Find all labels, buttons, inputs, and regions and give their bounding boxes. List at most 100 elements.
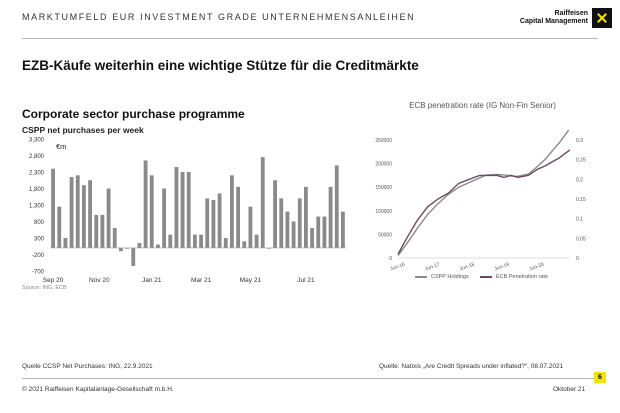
bar <box>51 168 55 248</box>
bar <box>328 186 333 248</box>
page-number: 6 <box>594 372 606 383</box>
bar <box>69 176 74 248</box>
y-left-tick-label: 150000 <box>375 185 392 191</box>
legend-ecb: ECB Penetration rate <box>480 274 548 280</box>
y-tick-label: 300 <box>34 237 45 243</box>
x-tick-label: Jul 21 <box>297 277 315 284</box>
header-bar: MARKTUMFELD EUR INVESTMENT GRADE UNTERNE… <box>0 0 620 40</box>
bar <box>112 228 117 248</box>
bar <box>193 234 197 248</box>
bar <box>223 238 228 248</box>
section-title: MARKTUMFELD EUR INVESTMENT GRADE UNTERNE… <box>22 12 416 22</box>
bar <box>131 247 136 267</box>
y-right-tick-label: 0.15 <box>576 197 586 203</box>
bar <box>242 241 247 248</box>
y-tick-label: -200 <box>32 253 45 259</box>
x-tick-label: Jun-19 <box>494 262 511 273</box>
left-chart-source: Source: ING, ECB <box>22 285 67 291</box>
bar <box>285 211 290 248</box>
bar <box>137 242 142 248</box>
x-tick-label: Jun-16 <box>389 262 406 273</box>
y-right-tick-label: 0.25 <box>576 158 586 164</box>
bar <box>236 186 240 248</box>
bar <box>57 206 62 248</box>
footnote-right: Quelle: Natixis „Are Credit Spreads unde… <box>379 363 564 370</box>
y-left-tick-label: 200000 <box>375 162 392 168</box>
bar <box>180 172 185 248</box>
y-right-tick-label: 0.1 <box>576 217 583 223</box>
x-tick-label: May 21 <box>240 277 262 284</box>
y-right-tick-label: 0.05 <box>576 236 586 242</box>
right-chart-title: ECB penetration rate (IG Non-Fin Senior) <box>409 101 556 110</box>
y-tick-label: 800 <box>34 220 45 226</box>
bar <box>149 175 154 248</box>
x-tick-label: Nov 20 <box>89 277 110 284</box>
y-right-tick-label: 0.3 <box>576 138 583 144</box>
bar <box>211 200 216 248</box>
bar <box>254 234 259 248</box>
x-tick-label: Jun-17 <box>424 262 441 273</box>
bar <box>75 175 80 248</box>
cspp-bar-chart: 3,300 2,800 2,300 1,800 1,300 800 300 -200 -700 €… <box>29 138 346 284</box>
logo-wordmark: Raiffeisen Capital Management <box>510 10 588 26</box>
y-tick-label: 1,800 <box>29 187 45 193</box>
bar <box>119 247 123 252</box>
y-tick-label: 2,300 <box>29 171 45 177</box>
bar <box>267 247 271 249</box>
left-chart-title: Corporate sector purchase programme <box>22 107 245 121</box>
slide-headline: EZB-Käufe weiterhin eine wichtige Stütze… <box>22 58 419 73</box>
unit-label: €m <box>56 142 66 151</box>
bar <box>273 180 277 248</box>
x-tick-label: Jun-18 <box>459 262 476 273</box>
logo-line1: Raiffeisen <box>554 10 588 17</box>
bar <box>291 221 296 248</box>
company-logo: Raiffeisen Capital Management <box>510 8 612 32</box>
bar <box>341 211 345 248</box>
header-divider <box>22 38 598 39</box>
bar <box>88 180 92 248</box>
legend-ecb-label: ECB Penetration rate <box>496 274 548 280</box>
y-left-tick-label: 250000 <box>375 138 392 144</box>
bar <box>143 160 148 248</box>
bar <box>316 216 321 248</box>
x-tick-label: Mar 21 <box>191 277 212 284</box>
x-tick-label: Jun-20 <box>528 262 545 273</box>
y-left-tick-label: 0 <box>389 256 392 262</box>
bar <box>334 165 339 248</box>
bar <box>310 228 314 248</box>
bar <box>156 244 160 248</box>
legend-cspp: CSPP Holdings <box>415 274 469 280</box>
bar <box>260 157 265 248</box>
bar <box>279 198 284 248</box>
y-left-tick-label: 50000 <box>378 232 392 238</box>
bar <box>94 214 99 248</box>
y-left-tick-label: 100000 <box>375 209 392 215</box>
footnote-left: Quelle CCSP Net Purchases: ING, 22.9.202… <box>22 363 153 370</box>
y-tick-label: 2,800 <box>29 154 45 160</box>
series-line-ecb-penetration <box>397 149 571 255</box>
bar <box>217 193 222 248</box>
y-right-tick-label: 0 <box>576 256 579 262</box>
bar <box>199 234 203 248</box>
y-tick-label: -700 <box>32 270 45 276</box>
bar <box>63 238 68 248</box>
x-tick-label: Jan 21 <box>142 277 162 284</box>
legend-ecb-swatch <box>480 275 492 278</box>
bar <box>168 234 173 248</box>
raiffeisen-gable-icon <box>592 8 612 28</box>
legend-cspp-swatch <box>415 275 427 278</box>
bar <box>125 247 129 249</box>
bar <box>82 185 86 248</box>
bar <box>297 198 302 248</box>
bar <box>174 167 179 248</box>
y-tick-label: 1,300 <box>29 204 45 210</box>
bar <box>100 214 105 248</box>
y-right-tick-label: 0.2 <box>576 177 583 183</box>
copyright: © 2021 Raiffeisen Kapitalanlage-Gesellsc… <box>22 386 174 393</box>
penetration-line-chart: 250000 200000 150000 100000 50000 0 0.3 0.25 0.2… <box>375 130 586 273</box>
bar <box>322 216 327 248</box>
bar <box>304 186 308 248</box>
logo-line2: Capital Management <box>519 18 588 25</box>
left-chart-subtitle: CSPP net purchases per week <box>22 125 144 135</box>
legend-cspp-label: CSPP Holdings <box>431 274 469 280</box>
